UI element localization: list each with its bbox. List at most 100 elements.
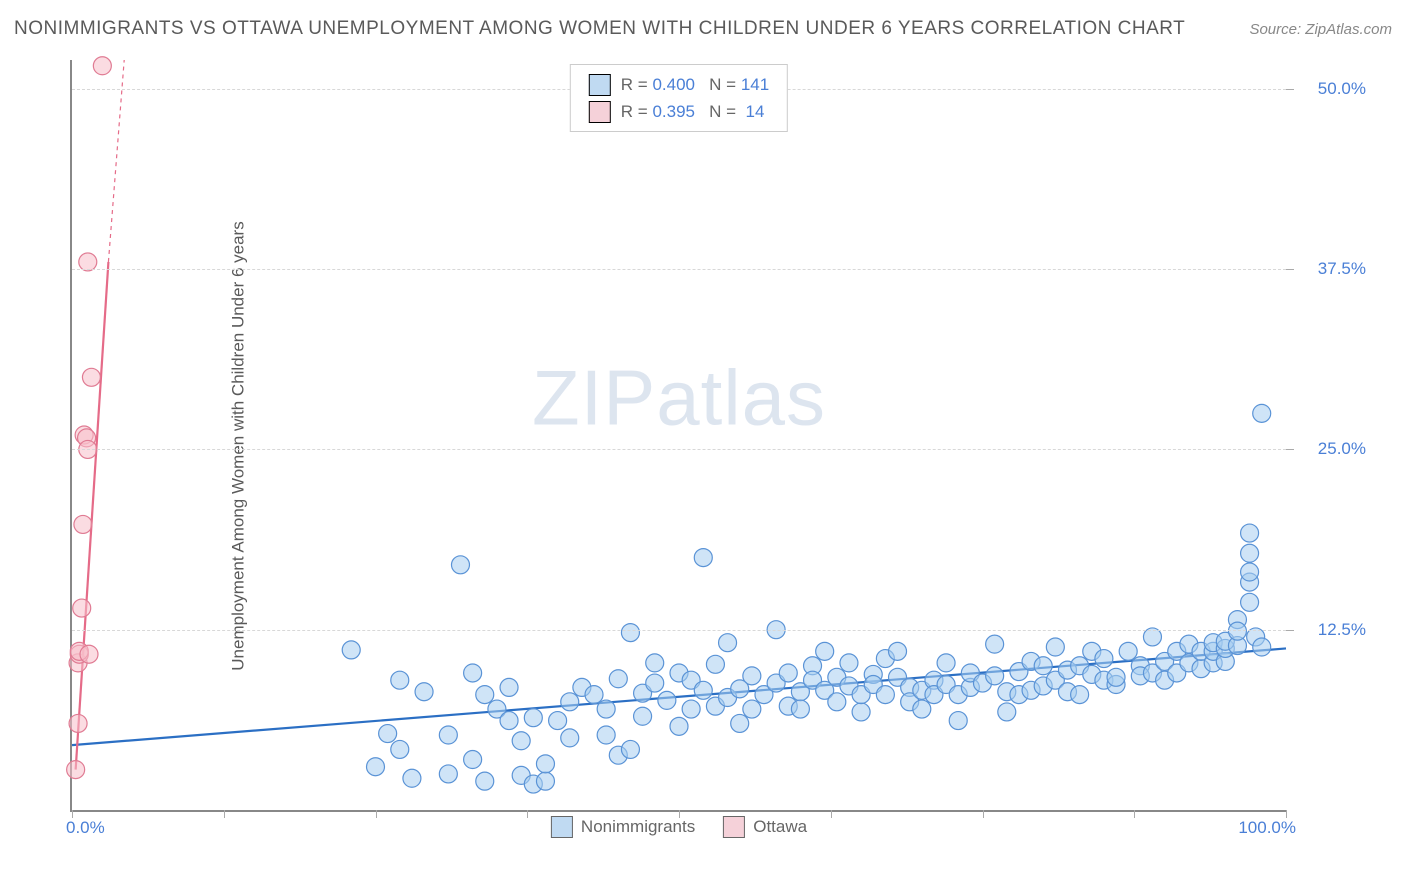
data-point-ottawa — [80, 645, 98, 663]
x-tick — [376, 810, 377, 818]
data-point-nonimmigrants — [597, 700, 615, 718]
data-point-nonimmigrants — [536, 772, 554, 790]
trend-line-pink-extrapolated — [108, 60, 124, 262]
data-point-nonimmigrants — [500, 712, 518, 730]
data-point-ottawa — [82, 368, 100, 386]
data-point-nonimmigrants — [1034, 657, 1052, 675]
plot-svg — [72, 60, 1286, 810]
data-point-nonimmigrants — [694, 549, 712, 567]
data-point-nonimmigrants — [1071, 686, 1089, 704]
data-point-nonimmigrants — [986, 635, 1004, 653]
data-point-nonimmigrants — [391, 740, 409, 758]
data-point-nonimmigrants — [476, 686, 494, 704]
data-point-nonimmigrants — [451, 556, 469, 574]
series-legend: Nonimmigrants Ottawa — [551, 816, 807, 838]
y-tick-label: 12.5% — [1318, 620, 1366, 640]
data-point-nonimmigrants — [464, 751, 482, 769]
y-tick-label: 25.0% — [1318, 439, 1366, 459]
data-point-nonimmigrants — [634, 707, 652, 725]
data-point-nonimmigrants — [779, 664, 797, 682]
x-tick — [72, 810, 73, 818]
data-point-nonimmigrants — [816, 642, 834, 660]
data-point-nonimmigrants — [561, 693, 579, 711]
legend-row-pink: R = 0.395 N = 14 — [589, 98, 769, 125]
data-point-ottawa — [67, 761, 85, 779]
swatch-pink-icon — [589, 101, 611, 123]
n-label: N = — [695, 75, 741, 94]
x-tick — [224, 810, 225, 818]
r-label: R = — [621, 102, 653, 121]
data-point-nonimmigrants — [439, 726, 457, 744]
data-point-nonimmigrants — [719, 634, 737, 652]
x-tick — [1286, 810, 1287, 818]
data-point-nonimmigrants — [1241, 593, 1259, 611]
swatch-blue-icon — [551, 816, 573, 838]
data-point-nonimmigrants — [621, 740, 639, 758]
n-value: 14 — [741, 102, 765, 121]
data-point-nonimmigrants — [500, 678, 518, 696]
r-label: R = — [621, 75, 653, 94]
data-point-ottawa — [74, 515, 92, 533]
data-point-nonimmigrants — [949, 712, 967, 730]
legend-label: Ottawa — [753, 817, 807, 837]
swatch-blue-icon — [589, 74, 611, 96]
data-point-nonimmigrants — [852, 703, 870, 721]
correlation-legend: R = 0.400 N = 141 R = 0.395 N = 14 — [570, 64, 788, 132]
data-point-ottawa — [69, 714, 87, 732]
data-point-nonimmigrants — [731, 714, 749, 732]
data-point-nonimmigrants — [403, 769, 421, 787]
data-point-nonimmigrants — [609, 670, 627, 688]
data-point-nonimmigrants — [379, 725, 397, 743]
data-point-nonimmigrants — [561, 729, 579, 747]
data-point-nonimmigrants — [1241, 524, 1259, 542]
data-point-nonimmigrants — [791, 700, 809, 718]
data-point-nonimmigrants — [524, 709, 542, 727]
data-point-nonimmigrants — [1241, 544, 1259, 562]
data-point-nonimmigrants — [597, 726, 615, 744]
y-tick-label: 37.5% — [1318, 259, 1366, 279]
data-point-nonimmigrants — [342, 641, 360, 659]
data-point-nonimmigrants — [646, 674, 664, 692]
data-point-nonimmigrants — [439, 765, 457, 783]
legend-item-ottawa: Ottawa — [723, 816, 807, 838]
y-tick — [1286, 269, 1294, 270]
data-point-nonimmigrants — [1095, 650, 1113, 668]
data-point-nonimmigrants — [1253, 404, 1271, 422]
x-tick — [983, 810, 984, 818]
y-tick — [1286, 630, 1294, 631]
data-point-nonimmigrants — [476, 772, 494, 790]
gridline — [72, 269, 1286, 270]
chart-title: NONIMMIGRANTS VS OTTAWA UNEMPLOYMENT AMO… — [14, 18, 1185, 40]
x-tick — [679, 810, 680, 818]
data-point-nonimmigrants — [743, 700, 761, 718]
y-tick-label: 50.0% — [1318, 79, 1366, 99]
x-tick — [527, 810, 528, 818]
data-point-nonimmigrants — [913, 700, 931, 718]
swatch-pink-icon — [723, 816, 745, 838]
chart-container: Unemployment Among Women with Children U… — [56, 60, 1376, 832]
data-point-nonimmigrants — [391, 671, 409, 689]
data-point-ottawa — [73, 599, 91, 617]
source-attribution: Source: ZipAtlas.com — [1249, 21, 1392, 38]
data-point-nonimmigrants — [1228, 622, 1246, 640]
data-point-nonimmigrants — [694, 681, 712, 699]
legend-row-blue: R = 0.400 N = 141 — [589, 71, 769, 98]
x-axis-max-label: 100.0% — [1238, 818, 1296, 838]
y-tick — [1286, 449, 1294, 450]
data-point-nonimmigrants — [1253, 638, 1271, 656]
data-point-nonimmigrants — [889, 642, 907, 660]
gridline — [72, 449, 1286, 450]
data-point-nonimmigrants — [367, 758, 385, 776]
data-point-nonimmigrants — [585, 686, 603, 704]
data-point-nonimmigrants — [646, 654, 664, 672]
data-point-nonimmigrants — [1119, 642, 1137, 660]
x-tick — [831, 810, 832, 818]
gridline — [72, 630, 1286, 631]
data-point-nonimmigrants — [464, 664, 482, 682]
r-value: 0.400 — [652, 75, 695, 94]
data-point-ottawa — [93, 57, 111, 75]
data-point-nonimmigrants — [937, 654, 955, 672]
data-point-nonimmigrants — [1241, 563, 1259, 581]
data-point-nonimmigrants — [840, 654, 858, 672]
data-point-nonimmigrants — [706, 655, 724, 673]
